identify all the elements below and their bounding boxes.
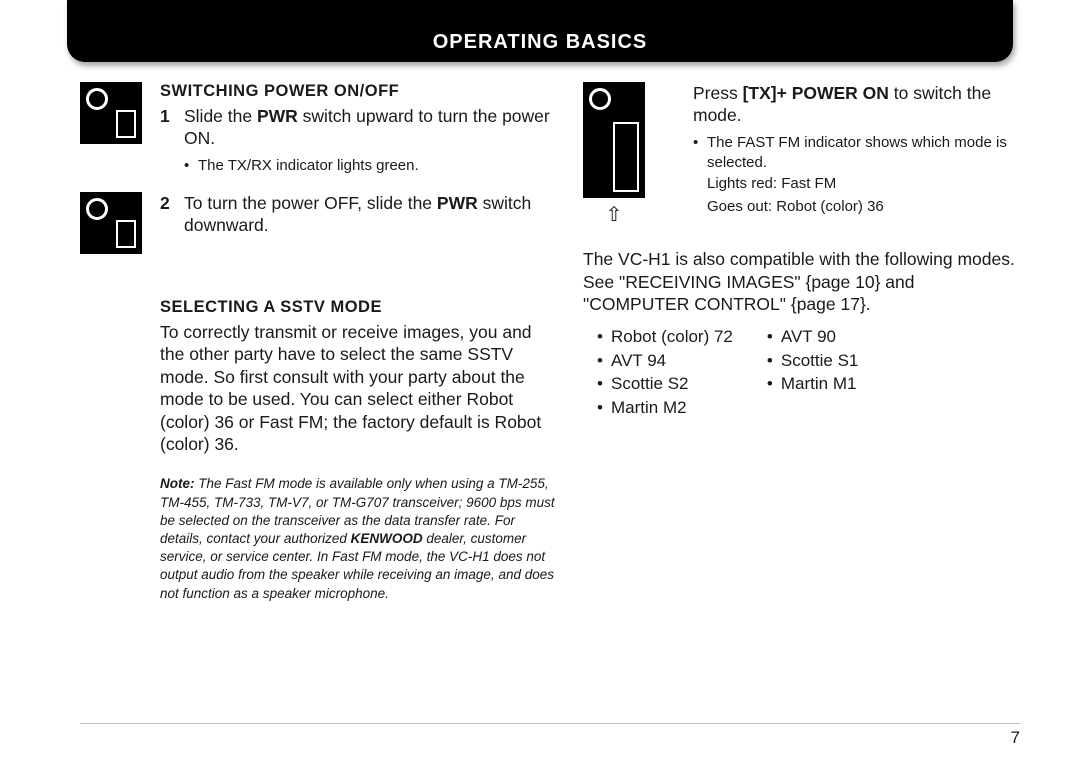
section-heading-power: SWITCHING POWER ON/OFF (160, 82, 555, 101)
header-band: OPERATING BASICS (67, 0, 1013, 62)
step-number: 1 (160, 105, 174, 150)
step-body: Slide the PWR switch upward to turn the … (184, 105, 555, 150)
page-title: OPERATING BASICS (67, 31, 1013, 54)
arrow-up-icon: ⇧ (583, 202, 645, 227)
device-thumb-icon (80, 192, 142, 254)
step-number: 2 (160, 192, 174, 237)
content-area: SWITCHING POWER ON/OFF 1 Slide the PWR s… (80, 82, 1016, 714)
mode-col-b: AVT 90 Scottie S1 Martin M1 (767, 325, 859, 419)
step-body: To turn the power OFF, slide the PWR swi… (184, 192, 555, 237)
mode-item: AVT 94 (597, 349, 733, 372)
sub-bullet: The TX/RX indicator lights green. (184, 156, 555, 176)
device-thumb-icon (80, 82, 142, 144)
text-bold-pwr: PWR (257, 106, 298, 126)
sub-bullet: The FAST FM indicator shows which mode i… (693, 133, 1016, 174)
mode-item: Martin M1 (767, 372, 859, 395)
mode-item: Scottie S1 (767, 349, 859, 372)
mode-col-a: Robot (color) 72 AVT 94 Scottie S2 Marti… (597, 325, 733, 419)
mode-item: Martin M2 (597, 396, 733, 419)
left-column: SWITCHING POWER ON/OFF 1 Slide the PWR s… (80, 82, 555, 714)
sub-line: Goes out: Robot (color) 36 (693, 196, 1016, 219)
footer-divider (80, 723, 1020, 724)
step-2: 2 To turn the power OFF, slide the PWR s… (160, 192, 555, 237)
sstv-paragraph: To correctly transmit or receive images,… (160, 321, 555, 455)
step-row-1: SWITCHING POWER ON/OFF 1 Slide the PWR s… (80, 82, 555, 176)
mode-item: Robot (color) 72 (597, 325, 733, 348)
right-column: ⇧ Press [TX]+ POWER ON to switch the mod… (583, 82, 1016, 714)
note-block: Note: The Fast FM mode is available only… (160, 475, 555, 603)
thumb-wrap: ⇧ (583, 82, 645, 227)
device-thumb-tall-icon (583, 82, 645, 198)
sub-bullets: The FAST FM indicator shows which mode i… (693, 133, 1016, 174)
mode-instruction: Press [TX]+ POWER ON to switch the mode. (693, 82, 1016, 127)
text-pre: Press (693, 83, 743, 103)
mode-item: Scottie S2 (597, 372, 733, 395)
page-number: 7 (1011, 728, 1020, 748)
step-1: 1 Slide the PWR switch upward to turn th… (160, 105, 555, 150)
mode-item: AVT 90 (767, 325, 859, 348)
text-pre: To turn the power OFF, slide the (184, 193, 437, 213)
section-heading-sstv: SELECTING A SSTV MODE (160, 298, 555, 317)
mode-sub-block: The FAST FM indicator shows which mode i… (693, 133, 1016, 219)
section-sstv: SELECTING A SSTV MODE To correctly trans… (160, 298, 555, 603)
sub-bullets: The TX/RX indicator lights green. (184, 156, 555, 176)
note-brand: KENWOOD (351, 531, 423, 546)
note-label: Note: (160, 476, 195, 491)
text-pre: Slide the (184, 106, 257, 126)
text-bold-keys: [TX]+ POWER ON (743, 83, 889, 103)
text-bold-pwr: PWR (437, 193, 478, 213)
step-row-2: 2 To turn the power OFF, slide the PWR s… (80, 192, 555, 254)
sub-line: Lights red: Fast FM (693, 173, 1016, 196)
